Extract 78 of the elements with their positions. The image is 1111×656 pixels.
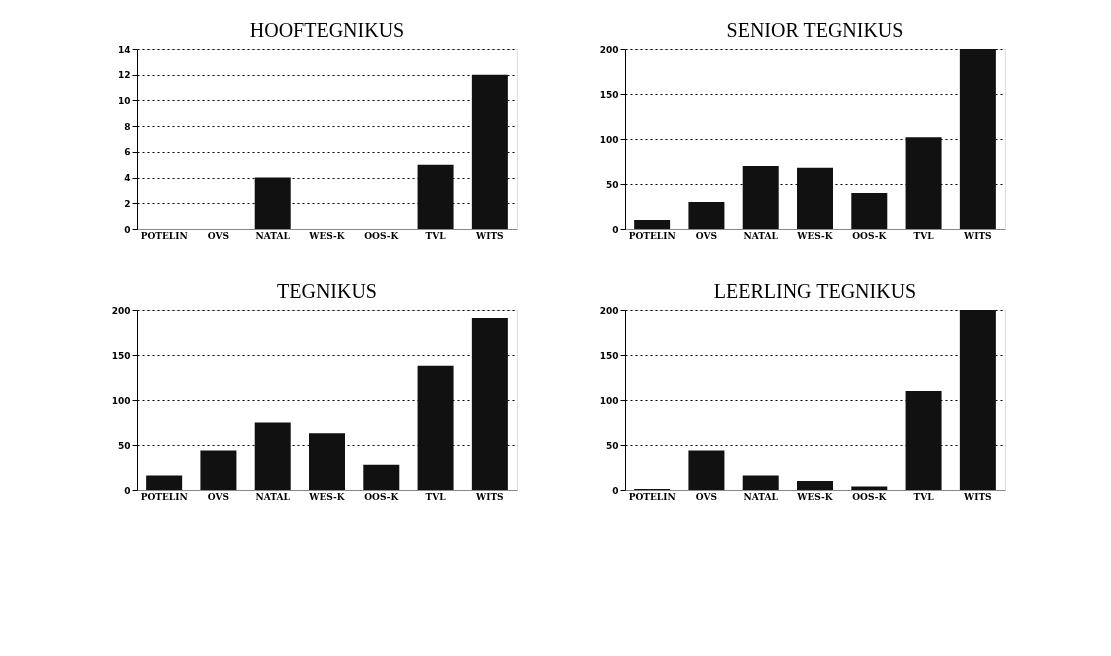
x-tick-label: OOS-K [852,230,888,241]
y-tick-label: 100 [111,395,131,406]
x-tick-label: NATAL [743,491,779,502]
y-tick-label: 10 [117,95,131,106]
bar [797,481,833,490]
y-tick-label: 6 [124,147,131,158]
x-tick-label: WITS [963,230,992,241]
bar [742,166,779,229]
x-tick-label: POTELIN [140,491,188,502]
bar [742,475,779,490]
chart-title: LEERLING TEGNIKUS [713,280,917,302]
x-tick-label: OVS [695,230,718,241]
x-tick-label: WITS [475,230,504,241]
x-tick-label: OVS [695,491,718,502]
chart-title: HOOFTEGNIKUS [249,19,405,41]
y-tick-label: 2 [124,198,131,209]
x-tick-label: TVL [913,230,935,241]
y-tick-label: 150 [599,350,619,361]
y-tick-label: 0 [612,485,619,496]
y-tick-label: 50 [605,179,619,190]
x-tick-label: OOS-K [364,491,400,502]
y-tick-label: 0 [124,224,131,235]
x-tick-label: OOS-K [364,230,400,241]
x-tick-label: POTELIN [628,491,676,502]
y-tick-label: 50 [117,440,131,451]
x-tick-label: WES-K [796,491,834,502]
bar [254,422,291,490]
bar [200,450,237,490]
bar [634,220,671,229]
x-tick-label: WES-K [796,230,834,241]
y-tick-label: 50 [605,440,619,451]
x-tick-label: POTELIN [628,230,676,241]
y-tick-label: 4 [124,173,131,184]
x-tick-label: TVL [913,491,935,502]
y-tick-label: 100 [599,395,619,406]
bar [417,164,454,229]
bar [688,450,725,490]
bar [417,365,454,490]
y-tick-label: 150 [111,350,131,361]
y-tick-label: 150 [599,89,619,100]
y-tick-label: 8 [124,121,131,132]
y-tick-label: 0 [612,224,619,235]
y-tick-label: 200 [111,305,131,316]
x-tick-label: OVS [207,491,230,502]
chart-title: TEGNIKUS [277,280,377,302]
y-tick-label: 0 [124,485,131,496]
y-tick-label: 12 [117,70,131,81]
bar [146,475,183,490]
x-tick-label: TVL [425,491,447,502]
bar [905,391,942,490]
y-tick-label: 200 [599,44,619,55]
bar [959,49,996,229]
x-tick-label: WES-K [308,491,346,502]
x-tick-label: OOS-K [852,491,888,502]
chart-title: SENIOR TEGNIKUS [726,19,904,41]
x-tick-label: WITS [963,491,992,502]
y-tick-label: 200 [599,305,619,316]
x-tick-label: OVS [207,230,230,241]
bar [959,310,996,490]
bar [851,193,888,229]
bar [363,464,400,490]
x-tick-label: TVL [425,230,447,241]
bar [851,486,888,490]
bar [797,167,833,229]
bar [688,202,725,229]
x-tick-label: WITS [475,491,504,502]
y-tick-label: 100 [599,134,619,145]
bar [471,74,508,229]
x-tick-label: NATAL [255,491,291,502]
bar [309,433,345,490]
x-tick-label: NATAL [255,230,291,241]
x-tick-label: WES-K [308,230,346,241]
bar [905,137,942,229]
bar [471,318,508,490]
bar [254,177,291,229]
x-tick-label: NATAL [743,230,779,241]
y-tick-label: 14 [117,44,131,55]
x-tick-label: POTELIN [140,230,188,241]
